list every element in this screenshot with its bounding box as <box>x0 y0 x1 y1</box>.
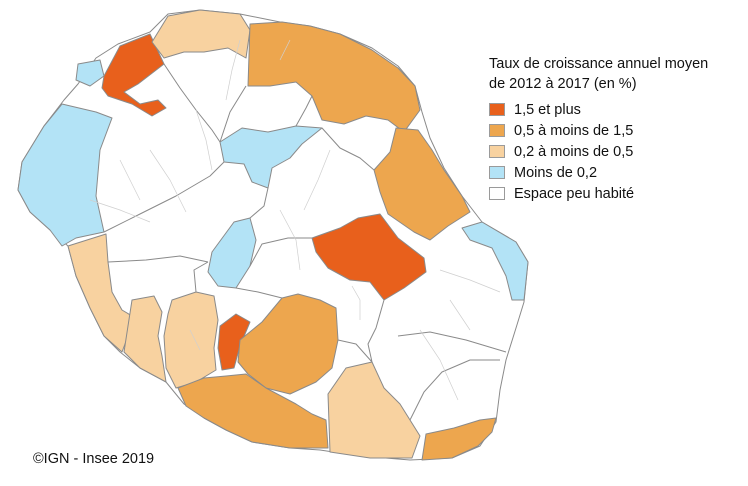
commune-north-orange <box>247 21 421 133</box>
legend-label-low: 0,2 à moins de 0,5 <box>514 143 634 160</box>
commune-se-orange <box>421 417 497 461</box>
legend-label-high: 1,5 et plus <box>514 101 581 118</box>
commune-swi-pale <box>163 291 219 389</box>
commune-north-pale <box>151 9 251 59</box>
legend: Taux de croissance annuel moyen de 2012 … <box>489 54 739 204</box>
swatch-high <box>489 103 505 116</box>
legend-item-high: 1,5 et plus <box>489 99 739 120</box>
legend-item-sparse: Espace peu habité <box>489 183 739 204</box>
legend-title: Taux de croissance annuel moyen de 2012 … <box>489 54 739 94</box>
source-credit: ©IGN - Insee 2019 <box>33 451 155 467</box>
commune-south-orange <box>237 293 339 395</box>
legend-title-line2: de 2012 à 2017 (en %) <box>489 76 637 92</box>
commune-nw-orange <box>101 33 167 117</box>
legend-label-mid: 0,5 à moins de 1,5 <box>514 122 634 139</box>
commune-southcoast-orange <box>177 373 329 449</box>
commune-west-blue <box>17 103 113 247</box>
legend-label-sparse: Espace peu habité <box>514 185 635 202</box>
legend-label-verylow: Moins de 0,2 <box>514 164 598 181</box>
commune-south-orange-small <box>217 313 251 371</box>
commune-east-orange <box>373 127 471 241</box>
swatch-sparse <box>489 187 505 200</box>
commune-centre-orange <box>311 213 427 301</box>
commune-east-blue <box>461 221 529 301</box>
legend-title-line1: Taux de croissance annuel moyen <box>489 56 709 72</box>
stream-lines <box>89 39 501 401</box>
swatch-mid <box>489 124 505 137</box>
swatch-low <box>489 145 505 158</box>
legend-item-verylow: Moins de 0,2 <box>489 162 739 183</box>
legend-item-low: 0,2 à moins de 0,5 <box>489 141 739 162</box>
commune-nw-blue <box>75 59 105 87</box>
legend-item-mid: 0,5 à moins de 1,5 <box>489 120 739 141</box>
commune-north-blue <box>219 125 323 189</box>
swatch-verylow <box>489 166 505 179</box>
commune-sw-pale <box>123 295 167 383</box>
